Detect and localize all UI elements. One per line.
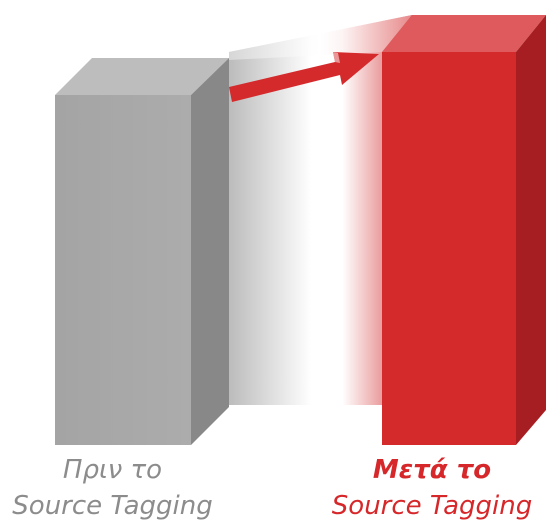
after-label-line2: Source Tagging (331, 491, 533, 521)
before-bar-side (191, 58, 229, 445)
after-bar-top (382, 15, 546, 52)
transition-band (229, 15, 412, 405)
before-bar-top (55, 58, 229, 95)
before-bar (55, 58, 229, 445)
transition-band-top (229, 15, 412, 60)
after-bar (382, 15, 546, 445)
before-label-line1: Πριν το (62, 455, 163, 485)
before-label: Πριν το Source Tagging (0, 452, 225, 524)
before-label-line2: Source Tagging (12, 491, 213, 521)
before-bar-front (55, 95, 191, 445)
after-label: Μετά το Source Tagging (318, 452, 546, 524)
after-label-line1: Μετά το (372, 455, 492, 485)
after-bar-front (382, 52, 516, 445)
after-bar-side (516, 15, 546, 445)
arrow-icon (229, 52, 379, 102)
